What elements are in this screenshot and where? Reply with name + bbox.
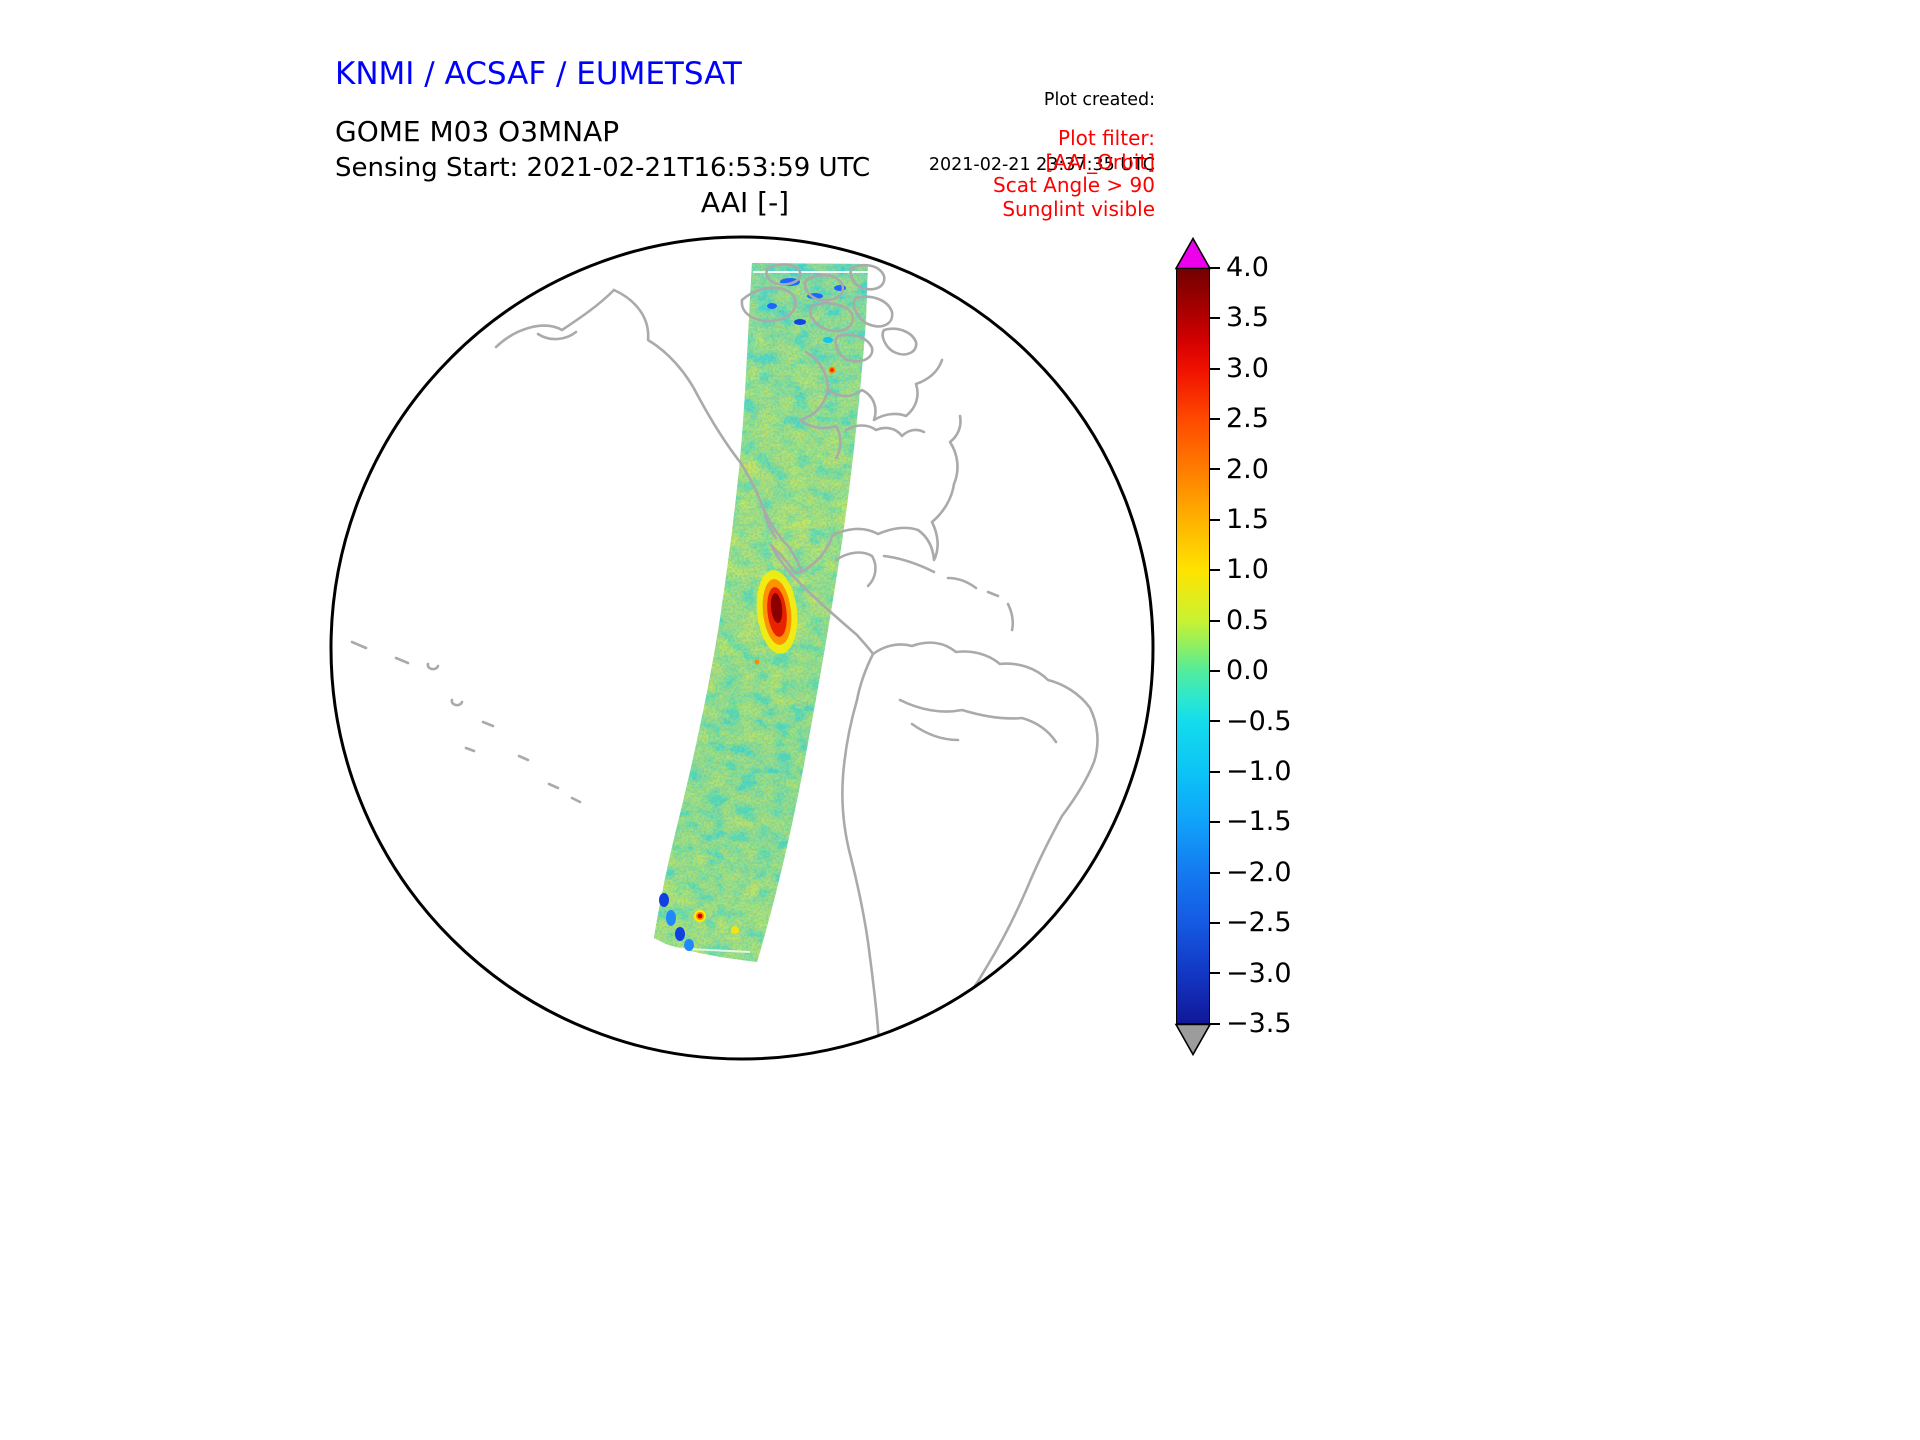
colorbar-tick-label: 1.5 <box>1226 504 1269 535</box>
colorbar-tick-label: −2.0 <box>1226 856 1292 888</box>
colorbar-tick <box>1210 266 1220 269</box>
plot-filter-note: Plot filter: [AAI_Orbit] Scat Angle > 90 Su… <box>993 126 1155 221</box>
colorbar-tick-label: 2.0 <box>1226 453 1269 485</box>
colorbar-tick <box>1210 367 1220 370</box>
coastlines <box>350 263 1099 1059</box>
colorbar-tick-label: −2.5 <box>1226 907 1292 939</box>
colorbar-tick-label: 3.0 <box>1226 352 1269 384</box>
colorbar-tick <box>1210 972 1220 975</box>
sensing-start-label: Sensing Start: 2021-02-21T16:53:59 UTC <box>335 153 871 183</box>
plot-filter-line: Plot filter: <box>1058 126 1155 150</box>
plot-created-label: Plot created: <box>1043 90 1155 110</box>
colorbar-tick <box>1210 770 1220 773</box>
colorbar-over-triangle <box>1174 237 1212 270</box>
colorbar-tick <box>1210 669 1220 672</box>
colorbar-tick <box>1210 1022 1220 1025</box>
colorbar-tick-label: 2.5 <box>1226 403 1269 435</box>
colorbar-tick-label: 3.5 <box>1226 302 1269 334</box>
colorbar-tick <box>1210 821 1220 824</box>
plot-created: Plot created: 2021-02-21 23:37:35 UTC <box>929 47 1155 219</box>
colorbar-tick <box>1210 871 1220 874</box>
colorbar-tick <box>1210 518 1220 521</box>
map-title: AAI [-] <box>700 186 790 219</box>
colorbar-tick <box>1210 921 1220 924</box>
colorbar-tick-label: 4.0 <box>1226 252 1269 283</box>
product-title: GOME M03 O3MNAP <box>335 115 620 148</box>
colorbar-tick-label: −1.0 <box>1226 756 1292 787</box>
colorbar-tick <box>1210 317 1220 320</box>
colorbar-tick-label: 0.5 <box>1226 604 1269 636</box>
colorbar-tick <box>1210 619 1220 622</box>
plot-filter-line: Sunglint visible <box>1002 196 1155 221</box>
colorbar-tick-label: 1.0 <box>1226 554 1269 586</box>
globe-outline <box>329 235 1155 1061</box>
plot-filter-line: Scat Angle > 90 <box>993 173 1155 197</box>
colorbar-tick <box>1210 720 1220 723</box>
colorbar-under-triangle <box>1174 1023 1212 1056</box>
colorbar-tick-label: −3.5 <box>1226 1008 1292 1039</box>
colorbar-tick <box>1210 569 1220 572</box>
colorbar-tick-label: −3.0 <box>1226 957 1292 989</box>
aerosol-plume-high-aai <box>756 570 798 654</box>
plot-created-value: 2021-02-21 23:37:35 UTC <box>928 154 1155 175</box>
secondary-aai-spots <box>694 366 836 934</box>
aai-swath <box>654 263 868 962</box>
colorbar-tick <box>1210 417 1220 420</box>
colorbar-tick <box>1210 468 1220 471</box>
colorbar-tick-label: −1.5 <box>1226 806 1292 838</box>
plot-filter-line: [AAI_Orbit] <box>1045 149 1155 174</box>
colorbar-tick-label: −0.5 <box>1226 705 1292 737</box>
organisation-title: KNMI / ACSAF / EUMETSAT <box>335 56 742 92</box>
colorbar-gradient <box>1176 268 1210 1024</box>
colorbar-tick-label: 0.0 <box>1226 655 1269 687</box>
negative-aai-specks-south <box>659 893 694 951</box>
